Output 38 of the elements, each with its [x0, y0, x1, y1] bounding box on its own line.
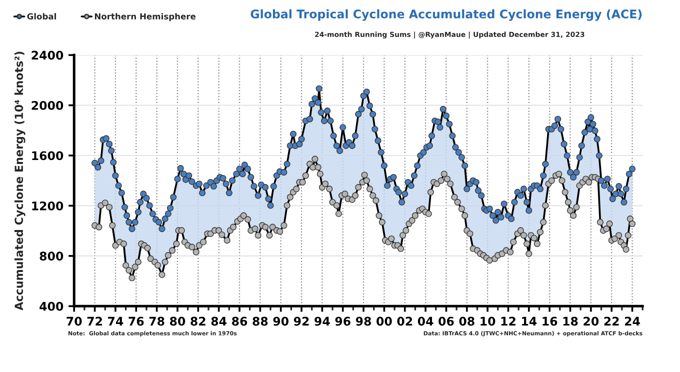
x-tick-label: 86 [232, 316, 248, 326]
x-tick-label: 76 [128, 316, 144, 326]
y-tick-label: 800 [40, 252, 64, 261]
legend-label: Global [27, 13, 56, 20]
x-tick-label: 00 [376, 316, 392, 326]
x-tick-label: 24 [624, 316, 640, 326]
x-tick-label: 04 [418, 316, 434, 326]
x-tick-label: 96 [335, 316, 350, 326]
x-tick-label: 02 [397, 316, 412, 326]
x-tick-label: 78 [149, 316, 164, 326]
x-tick-label: 92 [294, 316, 309, 326]
x-tick-label: 88 [252, 316, 268, 326]
x-tick-label: 22 [604, 316, 619, 326]
x-tick-label: 16 [542, 316, 558, 326]
y-tick-label: 2400 [32, 50, 64, 60]
y-tick-label: 1600 [32, 151, 64, 160]
x-tick-label: 08 [459, 316, 474, 326]
y-tick-label: 2000 [32, 101, 64, 110]
x-tick-label: 90 [273, 316, 288, 326]
y-axis-title: Accumulated Cyclone Energy (10⁴ knots²) [14, 52, 26, 310]
x-tick-label: 12 [501, 316, 516, 326]
x-tick-label: 20 [584, 316, 599, 326]
x-tick-label: 72 [87, 316, 102, 326]
x-tick-label: 06 [438, 316, 454, 326]
legend-label: Northern Hemisphere [94, 13, 196, 22]
y-tick-label: 1200 [32, 201, 64, 210]
x-tick-label: 82 [190, 316, 206, 326]
x-tick-label: 70 [66, 316, 82, 326]
chart-title: Global Tropical Cyclone Accumulated Cyclone Energy (ACE) [250, 9, 642, 21]
x-tick-label: 98 [356, 316, 372, 326]
x-tick-label: 18 [563, 316, 578, 326]
x-tick-label: 80 [170, 316, 186, 326]
x-tick-label: 74 [108, 316, 124, 326]
y-tick-label: 400 [40, 302, 64, 311]
x-tick-label: 10 [480, 316, 496, 326]
x-tick-label: 14 [522, 316, 537, 326]
x-tick-label: 84 [211, 316, 226, 326]
x-tick-label: 94 [314, 316, 330, 326]
